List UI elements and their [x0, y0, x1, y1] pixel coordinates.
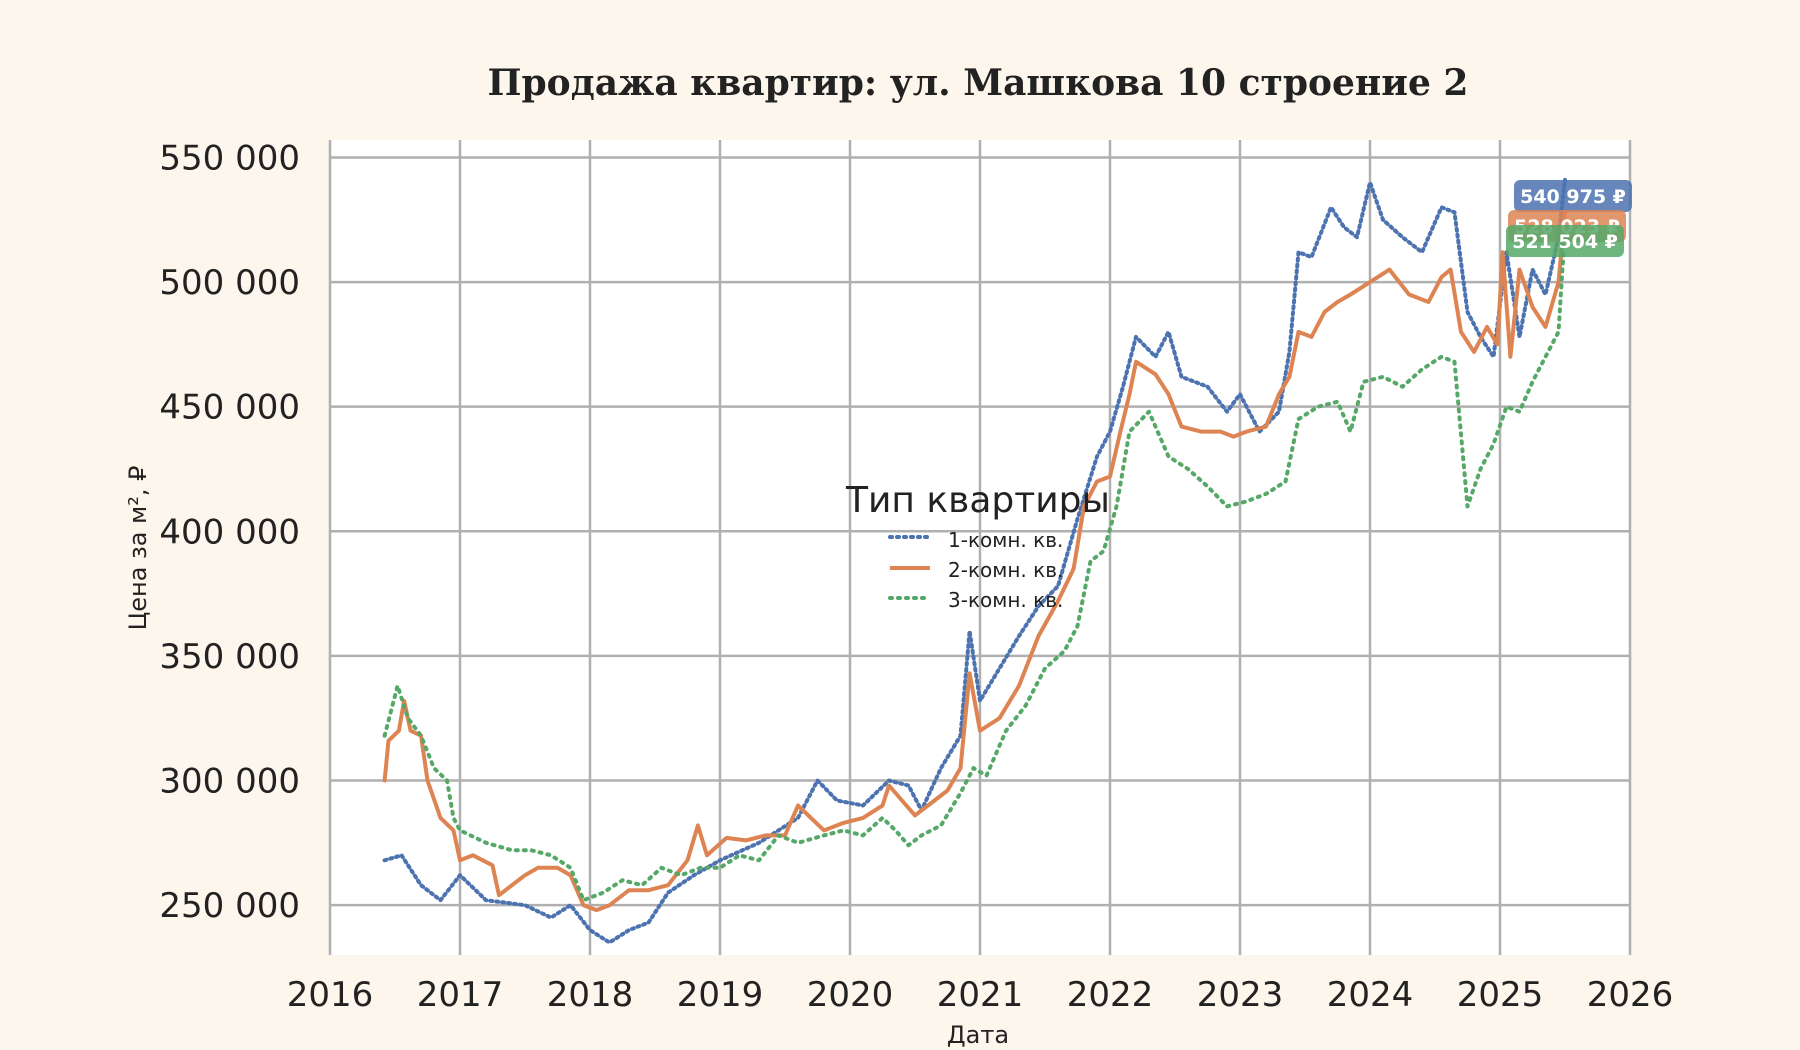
y-tick-3: 400 000	[159, 512, 300, 552]
x-tick-2021: 2021	[937, 975, 1024, 1015]
x-tick-2025: 2025	[1457, 975, 1544, 1015]
legend-entry-1: 1-комн. кв.	[888, 528, 1063, 552]
y-tick-4: 450 000	[159, 388, 300, 428]
y-tick-6: 550 000	[159, 138, 300, 178]
x-tick-2026: 2026	[1587, 975, 1674, 1015]
badge-label-3: 521 504 ₽	[1512, 231, 1618, 253]
x-tick-2024: 2024	[1327, 975, 1414, 1015]
x-tick-2018: 2018	[547, 975, 634, 1015]
badge-series-3: 521 504 ₽	[1506, 225, 1624, 257]
x-tick-2016: 2016	[287, 975, 374, 1015]
legend: Тип квартиры 1-комн. кв. 2-комн. кв. 3-к…	[845, 480, 1110, 612]
last-value-badges: 540 975 ₽528 023 ₽521 504 ₽	[1506, 180, 1632, 257]
x-tick-2020: 2020	[807, 975, 894, 1015]
series-layer	[382, 177, 1567, 945]
grid	[328, 140, 1632, 955]
badge-series-1: 540 975 ₽	[1514, 180, 1632, 212]
y-tick-0: 250 000	[159, 886, 300, 926]
x-tick-2019: 2019	[677, 975, 764, 1015]
series-line-1	[382, 177, 1567, 945]
badge-bg-3	[1506, 225, 1624, 257]
y-axis-label: Цена за м², ₽	[124, 466, 152, 631]
series-line-2	[382, 210, 1567, 913]
series-line-3	[382, 226, 1567, 903]
legend-label-3: 3-комн. кв.	[948, 588, 1063, 612]
tick-labels: 2016 2017 2018 2019 2020 2021 2022 2023 2024 2025…	[159, 138, 1673, 1015]
badge-label-1: 540 975 ₽	[1520, 186, 1626, 208]
legend-entry-2: 2-комн. кв.	[890, 558, 1063, 582]
y-tick-2: 350 000	[159, 637, 300, 677]
legend-label-1: 1-комн. кв.	[948, 528, 1063, 552]
x-axis-label: Дата	[947, 1021, 1009, 1049]
legend-entry-3: 3-комн. кв.	[888, 588, 1063, 612]
x-tick-2023: 2023	[1197, 975, 1284, 1015]
legend-label-2: 2-комн. кв.	[948, 558, 1063, 582]
chart-title: Продажа квартир: ул. Машкова 10 строение…	[488, 62, 1469, 104]
x-tick-2022: 2022	[1067, 975, 1154, 1015]
x-tick-2017: 2017	[417, 975, 504, 1015]
badge-bg-1	[1514, 180, 1632, 212]
y-tick-5: 500 000	[159, 263, 300, 303]
legend-title: Тип квартиры	[845, 480, 1110, 521]
y-tick-1: 300 000	[159, 762, 300, 802]
